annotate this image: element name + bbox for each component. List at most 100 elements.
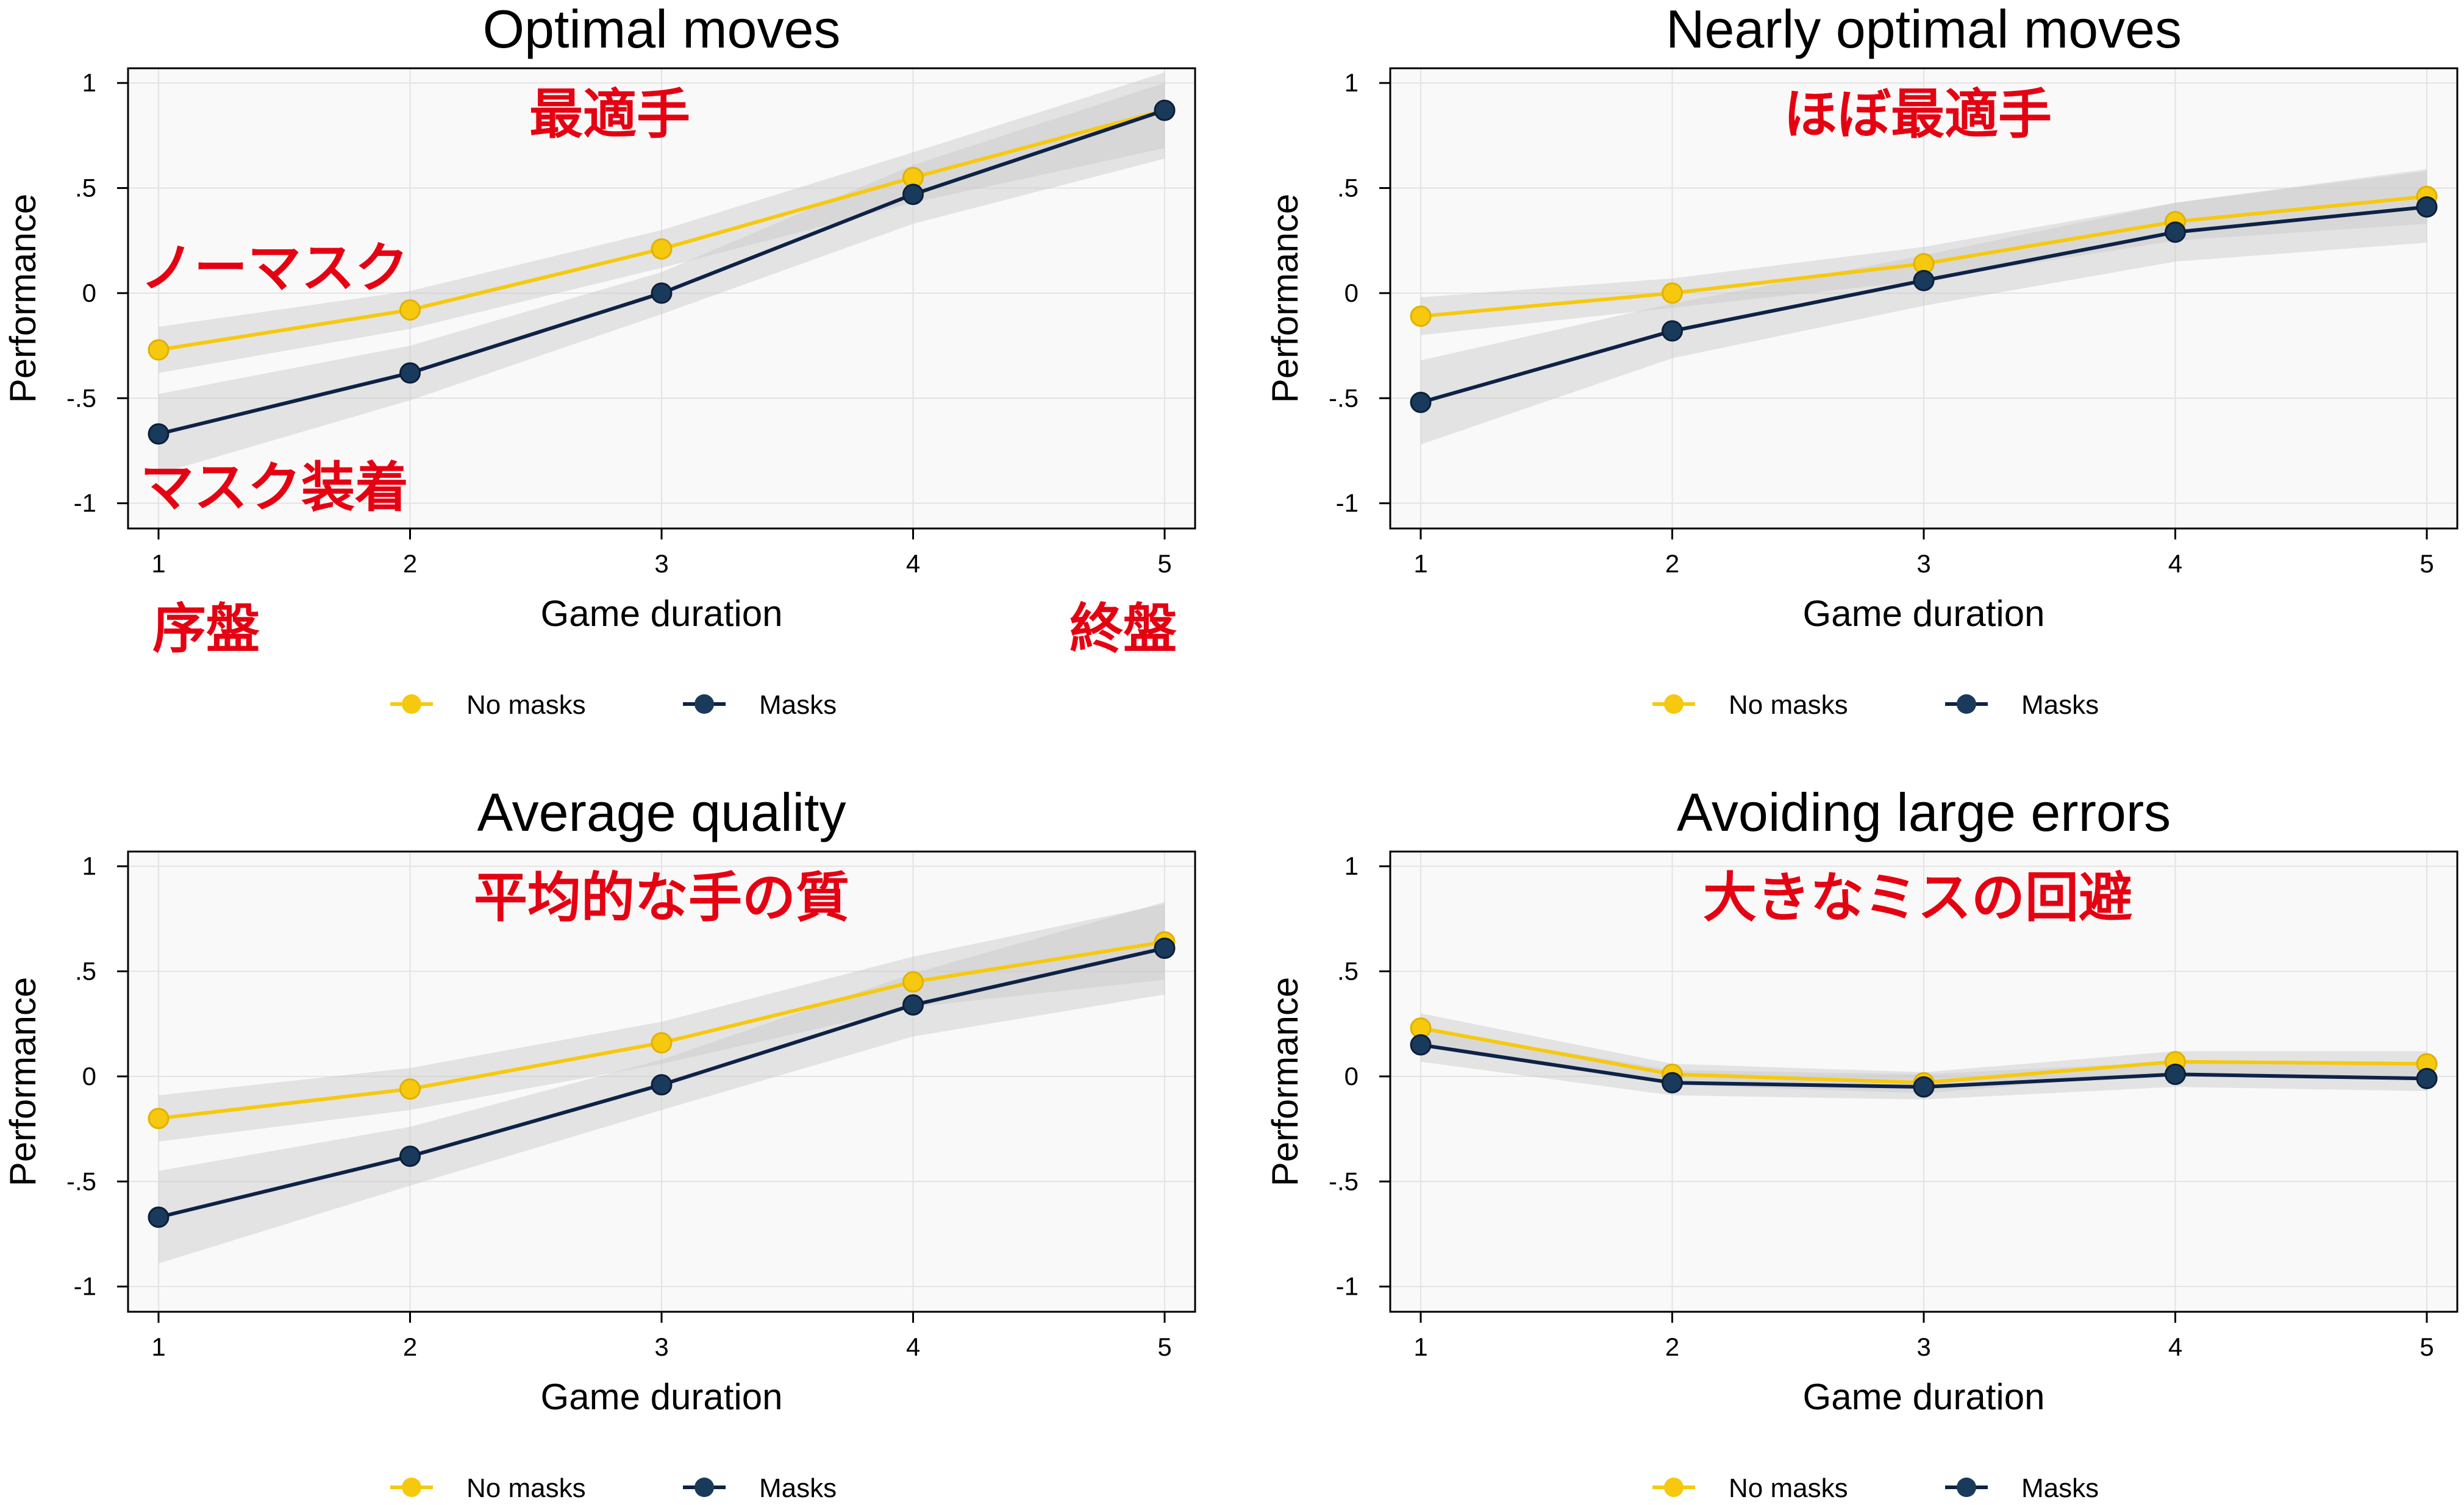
y-tick-label: -1 (74, 1272, 96, 1301)
y-tick-label: 0 (1344, 279, 1359, 307)
legend-item-masks: Masks (683, 690, 837, 720)
x-axis-label: Game duration (1803, 593, 2045, 634)
data-point-no-masks (902, 971, 924, 993)
data-point-no-masks (651, 238, 673, 260)
x-tick-label: 2 (403, 549, 417, 578)
y-tick-label: -1 (74, 489, 96, 518)
chart-panel-2: Nearly optimal moves -1 -.5 0 .5 1 1 2 3 4 5 Game d… (1265, 0, 2459, 720)
x-tick-label: 5 (1157, 549, 1171, 578)
data-point-no-masks (399, 1078, 421, 1100)
y-axis-label: Performance (1265, 977, 1305, 1186)
annotation-label: ほぼ最適手 (1784, 83, 2052, 146)
legend-marker-masks (695, 1478, 714, 1497)
data-point-masks (2165, 1063, 2186, 1085)
data-point-masks (148, 423, 170, 445)
x-axis-label: Game duration (541, 593, 783, 634)
x-tick-label: 3 (654, 549, 668, 578)
data-point-no-masks (1410, 305, 1432, 327)
y-tick-label: 1 (82, 68, 96, 97)
data-point-masks (1154, 938, 1176, 959)
legend-item-no-masks: No masks (1652, 690, 1848, 720)
y-tick-label: 1 (1344, 852, 1359, 880)
legend-marker-no-masks (402, 1478, 421, 1497)
x-tick-label: 2 (403, 1332, 417, 1361)
legend-marker-masks (1957, 1478, 1976, 1497)
x-tick-label: 1 (1413, 549, 1427, 578)
data-point-masks (399, 362, 421, 384)
x-tick-label: 4 (2168, 549, 2182, 578)
chart-panel-3: Average quality -1 -.5 0 .5 1 1 2 3 4 5 Game durati… (2, 782, 1196, 1503)
y-tick-label: 1 (82, 852, 96, 880)
y-axis-label: Performance (2, 194, 43, 403)
y-tick-label: 0 (82, 1062, 96, 1091)
y-tick-label: -1 (1336, 1272, 1359, 1301)
data-point-masks (1154, 99, 1176, 121)
data-point-no-masks (651, 1032, 673, 1054)
chart-panel-1: Optimal moves -1 -.5 0 .5 1 1 2 3 4 5 Game duration… (2, 0, 1196, 720)
y-tick-label: -1 (1336, 489, 1359, 518)
data-point-masks (399, 1145, 421, 1167)
data-point-masks (651, 282, 673, 304)
y-tick-label: 1 (1344, 68, 1359, 97)
annotation-label: 大きなミスの回避 (1703, 866, 2132, 929)
data-point-masks (2416, 1067, 2438, 1089)
y-tick-label: -.5 (1329, 383, 1359, 412)
legend-label-masks: Masks (2021, 690, 2099, 720)
y-tick-label: -.5 (66, 383, 96, 412)
data-point-masks (1410, 1034, 1432, 1056)
legend-item-no-masks: No masks (390, 1473, 586, 1503)
data-point-masks (1662, 320, 1683, 342)
annotation-label: 序盤 (152, 597, 260, 660)
data-point-masks (1410, 391, 1432, 413)
data-point-no-masks (399, 299, 421, 321)
annotation-label: 終盤 (1070, 597, 1177, 660)
chart-title: Avoiding large errors (1677, 782, 2171, 842)
legend-label-no-masks: No masks (1729, 1473, 1848, 1503)
x-axis-label: Game duration (541, 1376, 783, 1417)
data-point-masks (2165, 221, 2186, 243)
data-point-masks (148, 1206, 170, 1228)
y-tick-label: -.5 (1329, 1167, 1359, 1195)
legend-marker-no-masks (1664, 1478, 1684, 1497)
annotation-label: ノーマスク (140, 237, 409, 299)
data-point-masks (2416, 196, 2438, 218)
y-tick-label: .5 (1337, 957, 1359, 986)
data-point-masks (902, 994, 924, 1016)
y-tick-label: -.5 (66, 1167, 96, 1195)
x-tick-label: 5 (2419, 549, 2434, 578)
legend-item-masks: Masks (1945, 1473, 2099, 1503)
x-tick-label: 1 (151, 1332, 165, 1361)
x-tick-label: 4 (2168, 1332, 2182, 1361)
x-tick-label: 4 (906, 549, 920, 578)
legend-label-no-masks: No masks (1729, 690, 1848, 720)
annotation-label: 平均的な手の質 (474, 866, 849, 929)
x-tick-label: 3 (654, 1332, 668, 1361)
legend-label-masks: Masks (759, 1473, 837, 1503)
data-point-masks (902, 183, 924, 205)
legend-label-masks: Masks (759, 690, 837, 720)
legend-label-no-masks: No masks (466, 1473, 586, 1503)
data-point-no-masks (148, 1108, 170, 1130)
annotation-label: 最適手 (529, 83, 690, 146)
legend-marker-no-masks (1664, 694, 1684, 714)
x-tick-label: 3 (1916, 1332, 1930, 1361)
x-tick-label: 1 (1413, 1332, 1427, 1361)
data-point-no-masks (1662, 282, 1683, 304)
legend-item-no-masks: No masks (1652, 1473, 1848, 1503)
legend-label-no-masks: No masks (466, 690, 586, 720)
chart-title: Optimal moves (483, 0, 841, 59)
y-tick-label: .5 (75, 174, 96, 202)
x-tick-label: 5 (2419, 1332, 2434, 1361)
legend-marker-masks (695, 694, 714, 714)
data-point-masks (651, 1074, 673, 1096)
data-point-masks (1662, 1072, 1683, 1094)
data-point-no-masks (148, 339, 170, 361)
y-axis-label: Performance (2, 977, 43, 1186)
chart-panel-4: Avoiding large errors -1 -.5 0 .5 1 1 2 3 4 5 Game … (1265, 782, 2459, 1503)
confidence-band-no-masks (159, 72, 1165, 373)
legend-item-no-masks: No masks (390, 690, 586, 720)
legend-item-masks: Masks (683, 1473, 837, 1503)
x-axis-label: Game duration (1803, 1376, 2045, 1417)
x-tick-label: 3 (1916, 549, 1930, 578)
